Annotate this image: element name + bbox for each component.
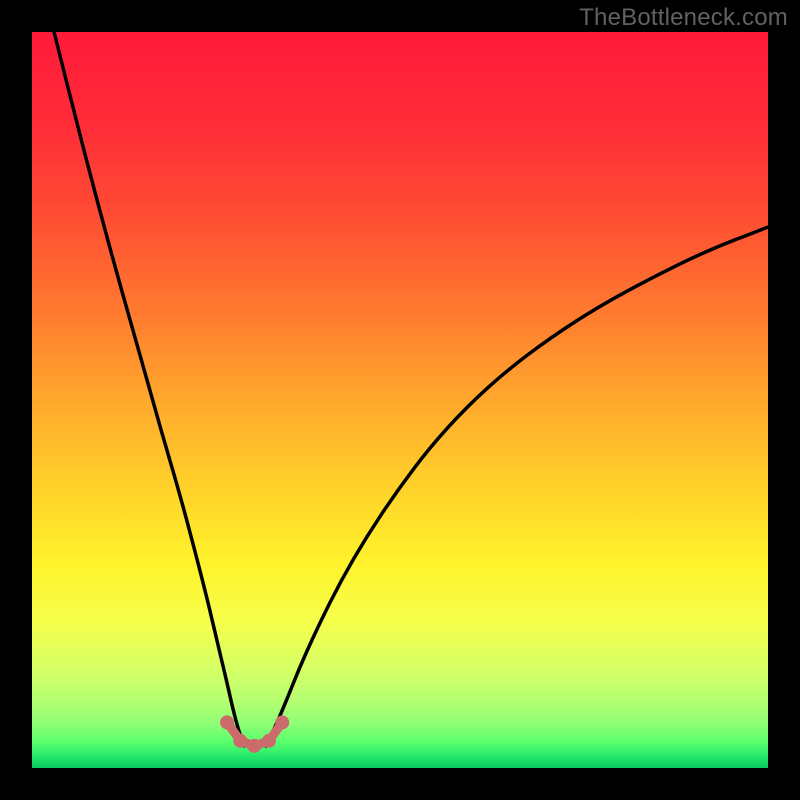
chart-stage: TheBottleneck.com	[0, 0, 800, 800]
valley-marker-dot	[262, 734, 276, 748]
chart-svg	[0, 0, 800, 800]
valley-marker-dot	[220, 715, 234, 729]
valley-marker-dot	[247, 739, 261, 753]
valley-marker-dot	[275, 715, 289, 729]
bottleneck-curve-left	[54, 32, 244, 746]
valley-marker-dot	[233, 734, 247, 748]
plot-background	[32, 32, 768, 768]
valley-markers	[220, 715, 289, 753]
valley-connector	[227, 722, 282, 746]
bottleneck-curve-right	[266, 227, 768, 746]
watermark-text: TheBottleneck.com	[579, 4, 788, 32]
